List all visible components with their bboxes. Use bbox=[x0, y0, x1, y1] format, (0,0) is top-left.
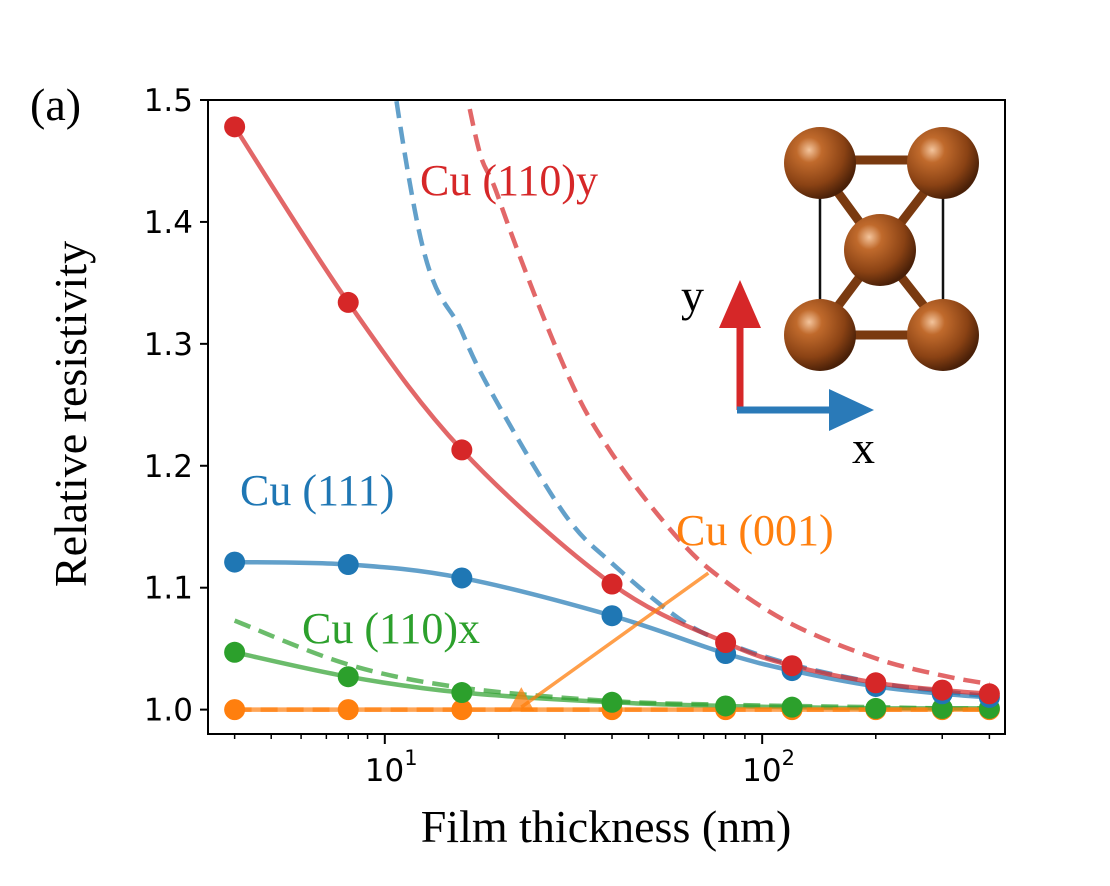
data-point-cu-110-y bbox=[865, 672, 887, 694]
annotation-cu-110x: Cu (110)x bbox=[302, 604, 480, 653]
data-point-cu-110-y bbox=[601, 573, 623, 595]
data-point-cu-110-x bbox=[601, 691, 623, 713]
solid-line-cu-111 bbox=[234, 559, 990, 700]
data-point-cu-110-y bbox=[451, 439, 473, 461]
data-point-cu-110-y bbox=[781, 655, 803, 677]
data-point-cu-001 bbox=[224, 699, 246, 721]
data-point-cu-111 bbox=[451, 567, 473, 589]
annotation-cu-111: Cu (111) bbox=[240, 466, 394, 515]
copper-atom-icon bbox=[907, 127, 979, 199]
y-direction-arrow-icon bbox=[719, 280, 761, 328]
data-point-cu-111 bbox=[224, 551, 246, 573]
crystal-structure-inset bbox=[784, 127, 979, 371]
data-point-cu-110-x bbox=[781, 696, 803, 718]
plot-frame bbox=[207, 99, 1006, 735]
x-direction-arrow-icon bbox=[829, 389, 874, 431]
y-tick-label: 1.3 bbox=[144, 327, 193, 363]
copper-atom-icon bbox=[784, 127, 856, 199]
data-point-cu-110-x bbox=[865, 697, 887, 719]
data-point-cu-110-x bbox=[337, 666, 359, 688]
data-point-cu-110-y bbox=[978, 683, 1000, 705]
data-point-cu-110-x bbox=[224, 641, 246, 663]
annotation-arrow-head-icon bbox=[508, 687, 535, 712]
data-point-cu-110-y bbox=[931, 679, 953, 701]
data-point-cu-111 bbox=[337, 554, 359, 576]
copper-atom-icon bbox=[784, 299, 856, 371]
dashed-fit-cu-111 bbox=[394, 100, 990, 699]
y-tick-label: 1.2 bbox=[144, 449, 193, 485]
data-point-cu-110-x bbox=[451, 682, 473, 704]
x-tick-label: 102 bbox=[742, 746, 795, 789]
data-point-cu-110-y bbox=[715, 632, 737, 654]
annotation-arrow-line bbox=[520, 571, 710, 709]
annotation-cu-110y: Cu (110)y bbox=[420, 156, 598, 205]
y-tick-label: 1.5 bbox=[144, 83, 193, 119]
annotation-cu-001: Cu (001) bbox=[676, 506, 834, 555]
data-point-cu-110-x bbox=[715, 695, 737, 717]
data-point-cu-001 bbox=[451, 699, 473, 721]
copper-atom-icon bbox=[844, 214, 916, 286]
inset-x-label: x bbox=[852, 422, 875, 473]
data-point-cu-001 bbox=[337, 699, 359, 721]
y-axis-label: Relative resistivity bbox=[45, 241, 96, 587]
y-tick-label: 1.1 bbox=[144, 571, 193, 607]
panel-label: (a) bbox=[30, 79, 81, 130]
data-point-cu-111 bbox=[601, 605, 623, 627]
y-tick-label: 1.4 bbox=[144, 205, 193, 241]
x-axis-label: Film thickness (nm) bbox=[421, 801, 792, 852]
copper-atom-icon bbox=[907, 299, 979, 371]
data-point-cu-110-x bbox=[931, 697, 953, 719]
coordinate-axes-inset: y x bbox=[681, 270, 875, 473]
x-tick-label: 101 bbox=[365, 746, 418, 789]
inset-y-label: y bbox=[681, 270, 704, 321]
y-tick-label: 1.0 bbox=[144, 693, 193, 729]
data-point-cu-110-y bbox=[337, 291, 359, 313]
data-point-cu-110-y bbox=[224, 116, 246, 138]
